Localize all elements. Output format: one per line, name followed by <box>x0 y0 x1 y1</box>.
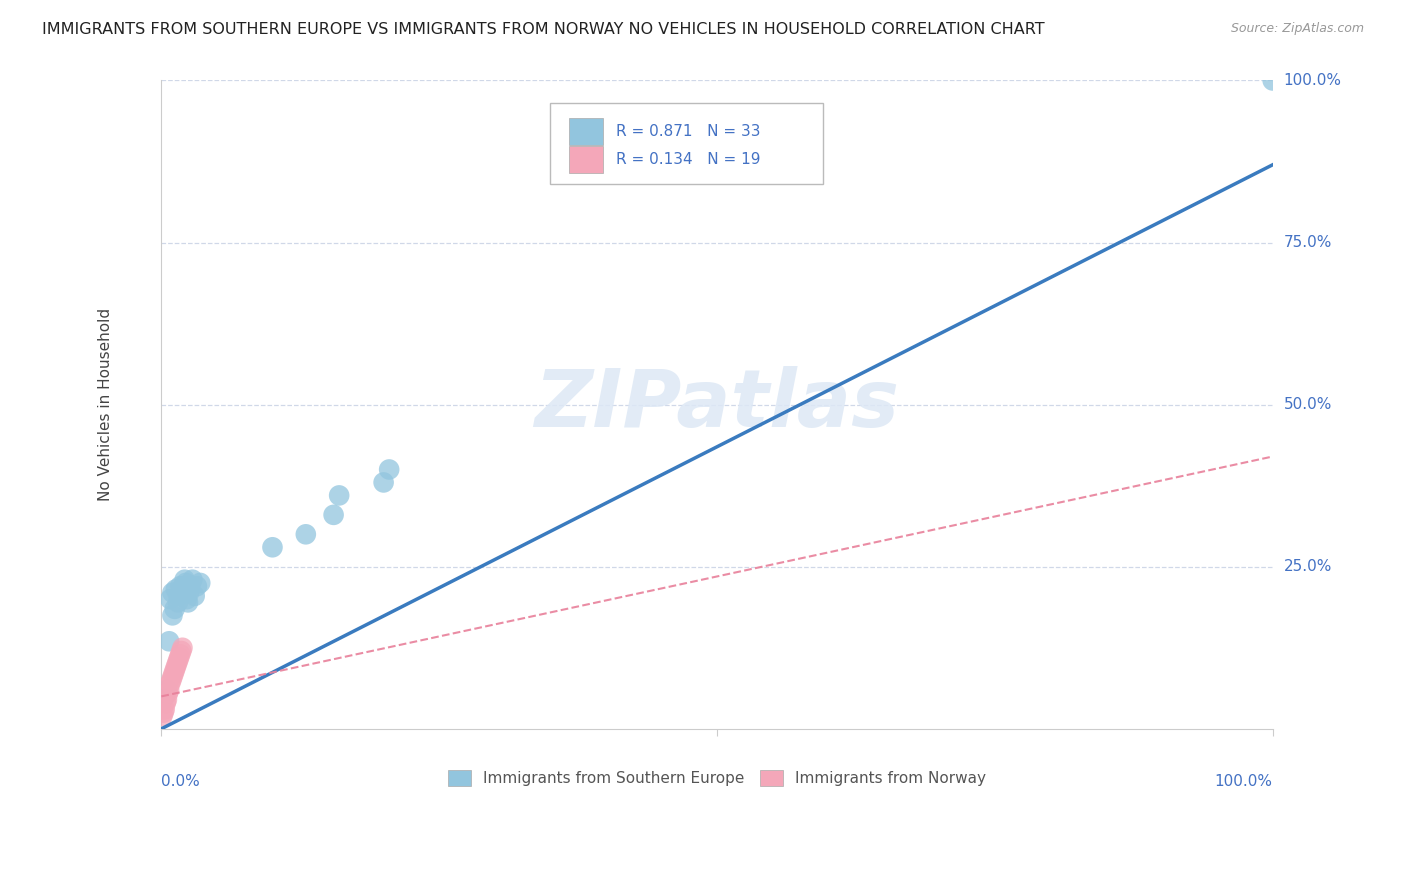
Text: 75.0%: 75.0% <box>1284 235 1331 250</box>
Text: 100.0%: 100.0% <box>1215 774 1272 789</box>
Text: R = 0.871   N = 33: R = 0.871 N = 33 <box>616 124 761 139</box>
Text: ZIPatlas: ZIPatlas <box>534 366 900 443</box>
Point <box>162 608 184 623</box>
Point <box>172 585 194 599</box>
Text: R = 0.134   N = 19: R = 0.134 N = 19 <box>616 152 761 167</box>
Point <box>152 709 174 723</box>
Text: 100.0%: 100.0% <box>1284 73 1341 88</box>
Point <box>373 475 395 490</box>
Point <box>169 647 191 661</box>
FancyBboxPatch shape <box>569 118 603 145</box>
Point <box>152 692 174 706</box>
Point <box>322 508 344 522</box>
Point <box>177 595 200 609</box>
Point <box>152 706 174 720</box>
Point <box>179 579 201 593</box>
Text: IMMIGRANTS FROM SOUTHERN EUROPE VS IMMIGRANTS FROM NORWAY NO VEHICLES IN HOUSEHO: IMMIGRANTS FROM SOUTHERN EUROPE VS IMMIG… <box>42 22 1045 37</box>
Point <box>157 682 180 697</box>
Legend: Immigrants from Southern Europe, Immigrants from Norway: Immigrants from Southern Europe, Immigra… <box>441 764 993 792</box>
Point <box>152 686 174 700</box>
Point <box>328 488 350 502</box>
Point <box>186 579 208 593</box>
Point <box>295 527 318 541</box>
Point <box>173 579 195 593</box>
Point <box>156 682 179 697</box>
Point <box>157 634 180 648</box>
Point <box>155 696 177 710</box>
Point <box>163 664 186 678</box>
Point <box>160 673 183 688</box>
Point <box>156 692 179 706</box>
Point <box>170 582 193 597</box>
Point <box>378 462 401 476</box>
Point <box>162 670 184 684</box>
Text: Source: ZipAtlas.com: Source: ZipAtlas.com <box>1230 22 1364 36</box>
Point <box>165 582 187 597</box>
Point <box>167 650 190 665</box>
Point <box>262 541 284 555</box>
Point <box>172 640 194 655</box>
Point <box>159 676 181 690</box>
Point <box>176 592 198 607</box>
Point <box>153 702 176 716</box>
Point <box>174 576 197 591</box>
Text: No Vehicles in Household: No Vehicles in Household <box>98 308 114 501</box>
Point <box>167 654 190 668</box>
Point <box>162 585 184 599</box>
Point <box>156 686 179 700</box>
Point <box>153 690 176 704</box>
Point <box>183 589 205 603</box>
Point <box>181 573 204 587</box>
Point <box>162 666 184 681</box>
Text: 0.0%: 0.0% <box>162 774 200 789</box>
Point <box>167 589 190 603</box>
Point <box>169 579 191 593</box>
Point <box>165 660 187 674</box>
FancyBboxPatch shape <box>569 146 603 173</box>
FancyBboxPatch shape <box>550 103 823 185</box>
Point <box>179 585 201 599</box>
Point <box>166 657 188 671</box>
Point <box>163 602 186 616</box>
Point <box>159 592 181 607</box>
Text: 50.0%: 50.0% <box>1284 397 1331 412</box>
Point <box>188 576 211 591</box>
Point <box>170 644 193 658</box>
Point <box>1261 73 1284 87</box>
Text: 25.0%: 25.0% <box>1284 559 1331 574</box>
Point <box>173 573 195 587</box>
Point <box>167 595 190 609</box>
